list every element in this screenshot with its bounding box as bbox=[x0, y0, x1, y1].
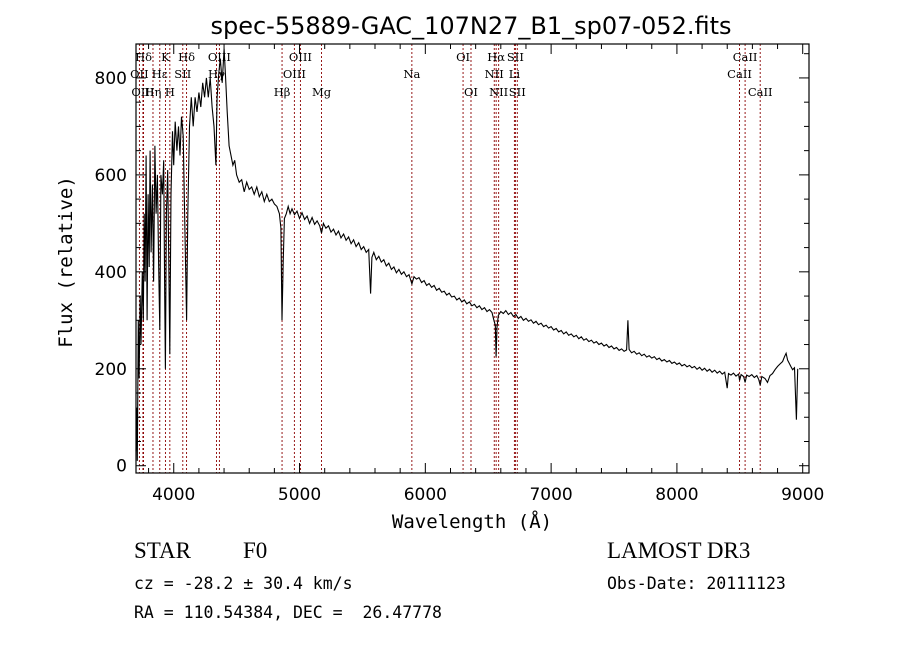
plot-frame bbox=[135, 43, 810, 474]
spectral-line-label: Mg bbox=[312, 85, 332, 99]
spectral-line-label: OI bbox=[464, 85, 478, 99]
chart-title: spec-55889-GAC_107N27_B1_sp07-052.fits bbox=[210, 12, 731, 40]
y-tick-label: 200 bbox=[95, 360, 127, 380]
survey-name: LAMOST DR3 bbox=[607, 538, 751, 563]
redshift-cz: cz = -28.2 ± 30.4 km/s bbox=[134, 574, 353, 593]
y-tick-label: 800 bbox=[95, 69, 127, 89]
y-tick-label: 400 bbox=[95, 263, 127, 283]
spectral-line-label: Hβ bbox=[274, 85, 291, 99]
spectral-line-label: SII bbox=[507, 50, 524, 64]
x-tick-label: 8000 bbox=[655, 485, 698, 505]
spectral-line-label: CaII bbox=[733, 50, 758, 64]
x-axis-ticks: 4000 5000 6000 7000 8000 9000 bbox=[148, 44, 824, 505]
spectral-line-label: OI bbox=[456, 50, 470, 64]
spectral-line-label: NII bbox=[485, 67, 504, 81]
spectral-line-label: Hη bbox=[145, 85, 162, 99]
x-tick-label: 4000 bbox=[152, 485, 195, 505]
spectral-line-label: SII bbox=[509, 85, 526, 99]
spectral-lines bbox=[138, 44, 761, 473]
coordinates: RA = 110.54384, DEC = 26.47778 bbox=[134, 603, 442, 622]
y-axis-ticks: 0 200 400 600 800 bbox=[95, 53, 809, 477]
y-tick-label: 600 bbox=[95, 166, 127, 186]
spectral-line-label: CaII bbox=[748, 85, 773, 99]
x-tick-label: 6000 bbox=[404, 485, 447, 505]
spectrum-line bbox=[135, 48, 799, 461]
spectral-line-label: OIII bbox=[289, 50, 312, 64]
x-tick-label: 7000 bbox=[529, 485, 572, 505]
spectral-line-label: OII bbox=[130, 67, 149, 81]
spectral-line-label: K bbox=[161, 50, 170, 64]
spectral-line-label: Hδ bbox=[178, 50, 195, 64]
y-axis-label: Flux (relative) bbox=[55, 176, 77, 348]
spectral-line-label: Hδ bbox=[135, 50, 152, 64]
spectral-line-label: Hα bbox=[487, 50, 505, 64]
spectral-line-label: H bbox=[165, 85, 175, 99]
spectral-line-label: OIII bbox=[131, 85, 154, 99]
observation-date: Obs-Date: 20111123 bbox=[607, 574, 786, 593]
object-class: STAR bbox=[134, 538, 191, 563]
y-tick-label: 0 bbox=[116, 457, 127, 477]
spectral-line-label: OIII bbox=[283, 67, 306, 81]
x-axis-label: Wavelength (Å) bbox=[392, 510, 552, 533]
spectral-line-label: Li bbox=[509, 67, 521, 81]
spectral-line-label: Hε bbox=[152, 67, 168, 81]
spectral-line-label: SII bbox=[174, 67, 191, 81]
spectral-line-label: Na bbox=[403, 67, 420, 81]
spectral-line-label: NII bbox=[489, 85, 508, 99]
object-subclass: F0 bbox=[243, 538, 268, 563]
x-tick-label: 9000 bbox=[781, 485, 824, 505]
spectral-line-label: CaII bbox=[727, 67, 752, 81]
x-tick-label: 5000 bbox=[278, 485, 321, 505]
